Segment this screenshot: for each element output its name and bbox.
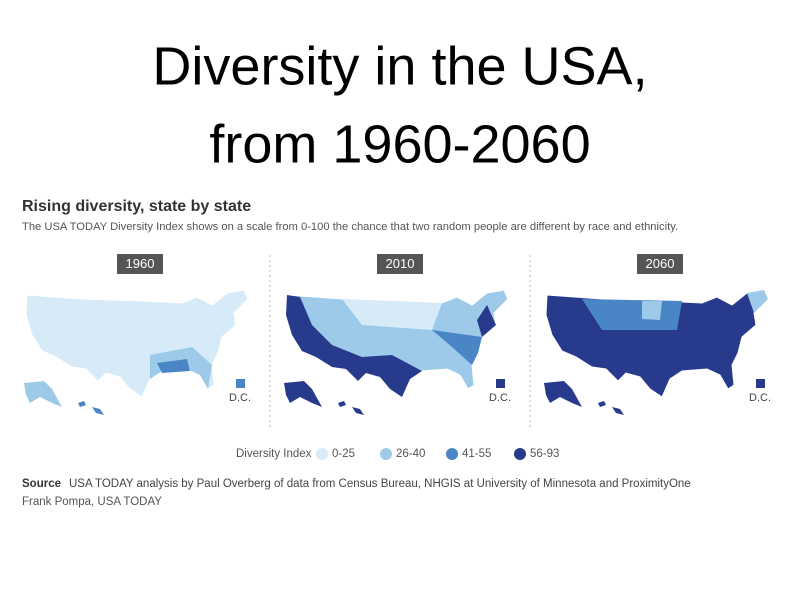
legend-title: Diversity Index: [236, 448, 312, 460]
legend-swatch: [514, 448, 526, 460]
dc-square: [496, 379, 505, 388]
heading: Rising diversity, state by state: [22, 198, 251, 215]
legend-label: 0-25: [332, 448, 355, 460]
dc-label: D.C.: [489, 392, 511, 404]
description: The USA TODAY Diversity Index shows on a…: [22, 221, 678, 233]
source-label: Source: [22, 478, 61, 490]
year-badge: [377, 254, 423, 274]
legend-swatch: [380, 448, 392, 460]
legend-label: 26-40: [396, 448, 425, 460]
legend-swatch: [316, 448, 328, 460]
map: [544, 289, 769, 415]
dc-square: [236, 379, 245, 388]
dc-label: D.C.: [749, 392, 771, 404]
dc-square: [756, 379, 765, 388]
year: 2060: [646, 256, 675, 271]
credit: Frank Pompa, USA TODAY: [22, 496, 162, 508]
year-badge: [637, 254, 683, 274]
map: [284, 289, 509, 415]
year: 2010: [386, 256, 415, 271]
map: [24, 289, 249, 415]
dc-label: D.C.: [229, 392, 251, 404]
slide-title: Diversity in the USA,: [152, 36, 647, 96]
legend-label: 41-55: [462, 448, 491, 460]
legend-label: 56-93: [530, 448, 559, 460]
source-text: USA TODAY analysis by Paul Overberg of d…: [69, 478, 691, 490]
legend-swatch: [446, 448, 458, 460]
year: 1960: [126, 256, 155, 271]
slide-title: from 1960-2060: [209, 114, 590, 174]
year-badge: [117, 254, 163, 274]
